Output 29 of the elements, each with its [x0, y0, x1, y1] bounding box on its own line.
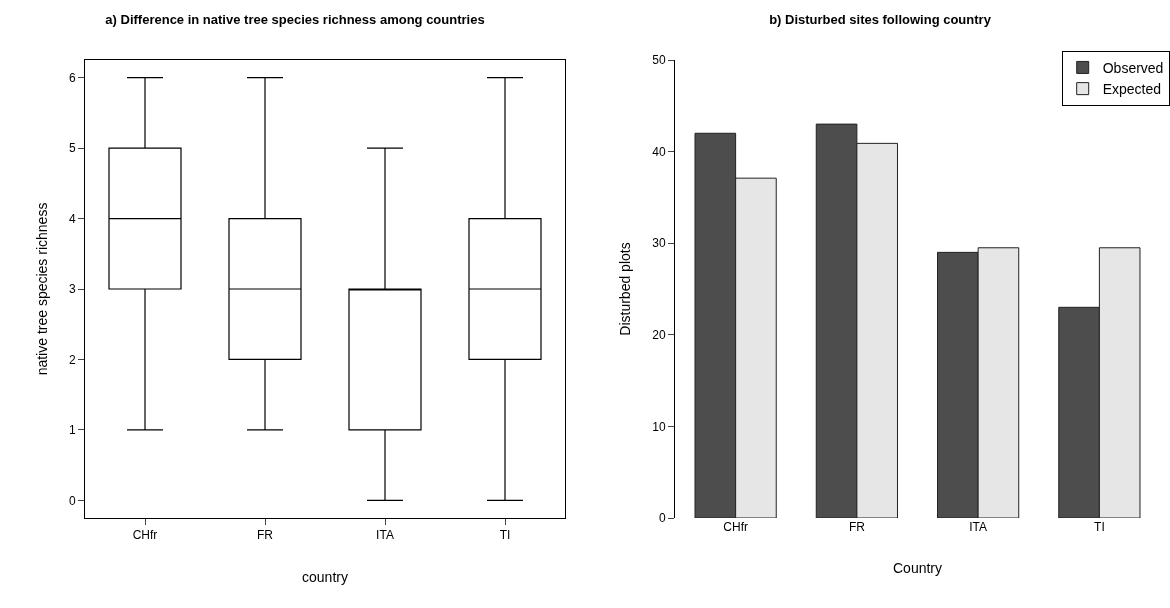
- chart-title: b) Disturbed sites following country: [769, 12, 992, 28]
- x-tick-label: TI: [499, 528, 511, 543]
- x-tick-label: ITA: [376, 528, 394, 543]
- y-tick-label: 6: [68, 70, 76, 85]
- y-tick-label: 3: [68, 282, 76, 297]
- legend-label: Observed: [1102, 59, 1164, 76]
- x-tick-label: TI: [1094, 520, 1105, 534]
- x-tick-label: FR: [848, 520, 866, 534]
- y-tick-label: 50: [652, 53, 666, 68]
- y-tick-label: 20: [652, 328, 666, 342]
- x-axis-title: country: [302, 568, 348, 585]
- x-axis-title: Country: [892, 560, 943, 577]
- y-tick-label: 1: [68, 423, 76, 438]
- y-tick-label: 0: [658, 511, 666, 526]
- y-tick-label: 4: [68, 211, 76, 226]
- x-tick-label: CHfr: [132, 528, 158, 543]
- x-tick-label: FR: [257, 528, 274, 543]
- x-tick-label: CHfr: [723, 520, 748, 534]
- x-tick-label: ITA: [969, 520, 988, 534]
- y-tick-label: 2: [68, 352, 76, 367]
- y-tick-label: 0: [68, 493, 76, 508]
- y-axis-title: native tree species richness: [33, 202, 50, 376]
- y-tick-label: 10: [652, 419, 666, 434]
- y-tick-label: 30: [652, 236, 666, 251]
- legend-label: Expected: [1102, 81, 1162, 98]
- y-axis-title: Disturbed plots: [616, 242, 633, 336]
- y-tick-label: 40: [652, 144, 666, 159]
- y-tick-label: 5: [68, 141, 76, 156]
- chart-title: a) Difference in native tree species richness among countries: [105, 12, 485, 28]
